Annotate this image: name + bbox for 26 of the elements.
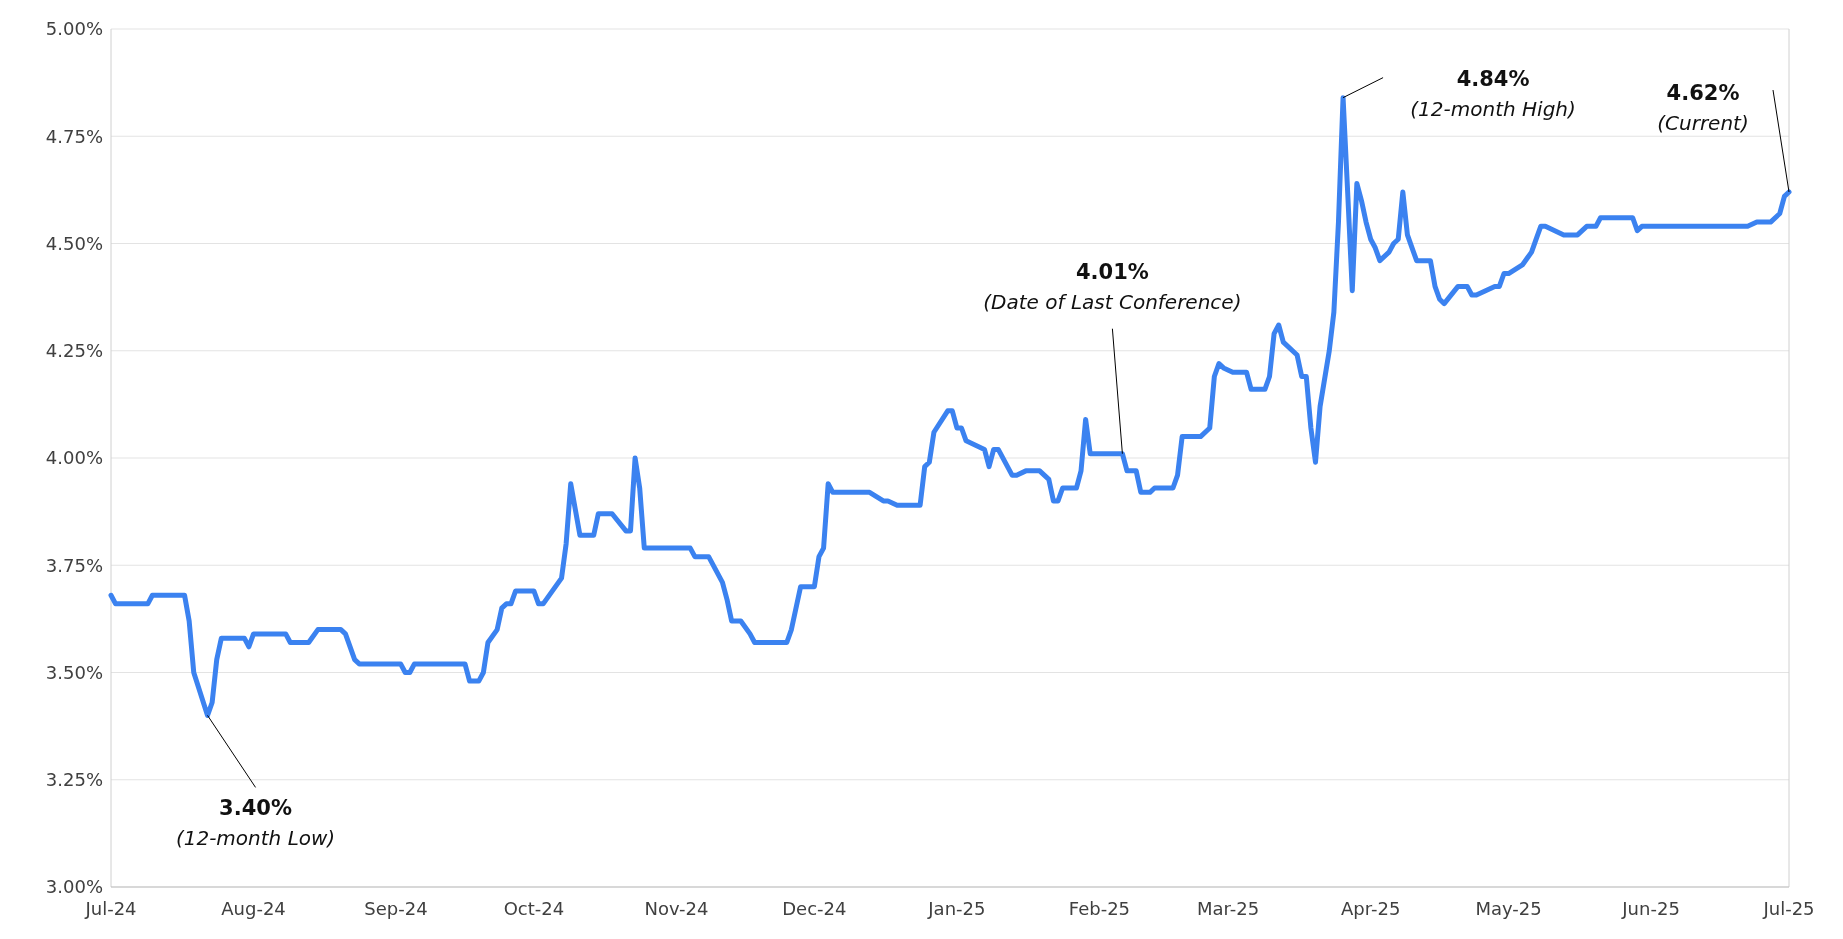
y-tick-label: 4.50% — [45, 232, 103, 254]
y-tick-label: 3.50% — [45, 661, 103, 683]
x-tick-label: Jun-25 — [1621, 898, 1680, 919]
x-tick-label: Oct-24 — [503, 898, 565, 919]
y-tick-label: 4.00% — [45, 447, 103, 469]
annotation: 4.01% (Date of Last Conference) — [983, 259, 1242, 314]
y-tick-label: 3.25% — [45, 769, 103, 791]
x-tick-label: Sep-24 — [364, 898, 428, 919]
annotation: 4.62% (Current) — [1657, 81, 1749, 136]
y-tick-label: 3.75% — [45, 554, 103, 576]
x-tick-label: May-25 — [1475, 898, 1542, 919]
annotation: 4.84% (12-month High) — [1410, 66, 1576, 121]
x-tick-label: Aug-24 — [221, 898, 286, 919]
annotation: 3.40% (12-month Low) — [175, 796, 336, 851]
y-tick-label: 5.00% — [45, 18, 103, 40]
x-tick-label: Mar-25 — [1197, 898, 1260, 919]
x-tick-label: Nov-24 — [644, 898, 709, 919]
x-tick-label: Apr-25 — [1340, 898, 1401, 919]
y-tick-label: 4.25% — [45, 340, 103, 362]
x-tick-label: Jan-25 — [927, 898, 986, 919]
y-tick-label: 3.00% — [45, 876, 103, 898]
y-tick-label: 4.75% — [45, 125, 103, 147]
x-tick-label: Feb-25 — [1068, 898, 1131, 919]
x-tick-label: Dec-24 — [782, 898, 847, 919]
x-tick-label: Jul-24 — [84, 898, 137, 919]
x-tick-label: Jul-25 — [1762, 898, 1815, 919]
